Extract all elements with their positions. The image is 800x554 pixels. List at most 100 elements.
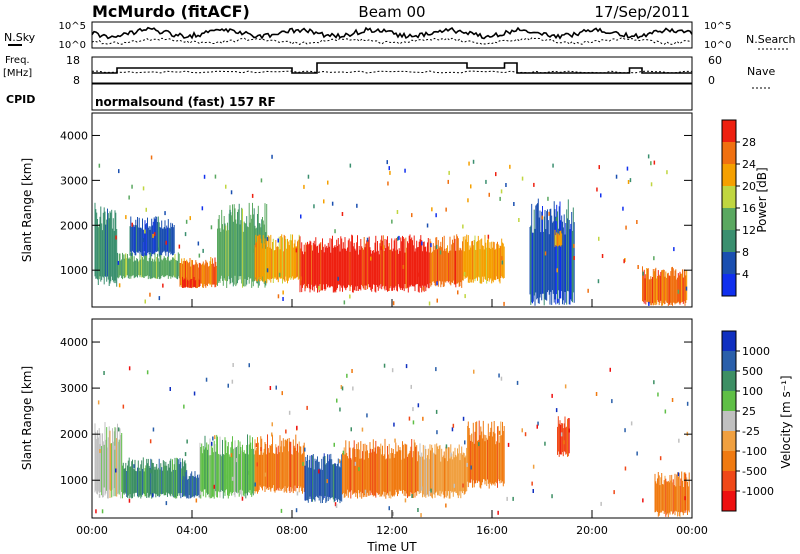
data-cell: [182, 261, 184, 287]
data-cell: [140, 259, 142, 276]
data-speck: [555, 408, 558, 413]
data-cell: [250, 214, 252, 279]
data-speck: [521, 176, 524, 181]
colorbar-tick-label: 4: [742, 268, 749, 281]
data-speck: [420, 486, 423, 491]
data-speck: [650, 161, 652, 166]
data-cell: [213, 440, 215, 499]
data-cell: [273, 453, 275, 492]
data-cell: [410, 446, 412, 493]
data-cell: [321, 458, 323, 497]
data-cell: [380, 443, 382, 497]
data-cell: [347, 456, 348, 490]
data-cell: [356, 443, 358, 494]
data-cell: [232, 221, 234, 287]
data-cell: [177, 458, 178, 497]
data-cell: [337, 463, 338, 502]
y-tick-label: 3000: [60, 382, 88, 395]
data-cell: [136, 225, 138, 252]
data-cell: [661, 270, 663, 306]
data-cell: [312, 455, 313, 502]
data-cell: [232, 204, 233, 283]
data-cell: [432, 447, 433, 499]
data-cell: [137, 467, 138, 497]
colorbar-swatch: [722, 471, 736, 491]
data-cell: [322, 238, 323, 291]
data-cell: [186, 277, 188, 287]
data-cell: [401, 241, 403, 289]
colorbar-tick-label: 24: [742, 158, 756, 171]
data-cell: [557, 228, 559, 291]
data-cell: [442, 250, 444, 287]
data-speck: [564, 384, 567, 389]
colorbar-tick-label: -1000: [742, 485, 774, 498]
data-cell: [662, 270, 663, 306]
data-cell: [188, 262, 190, 284]
data-cell: [495, 248, 497, 280]
data-cell: [262, 248, 263, 277]
data-cell: [237, 445, 238, 494]
data-cell: [146, 223, 148, 256]
data-cell: [491, 241, 493, 284]
data-cell: [416, 240, 418, 285]
y-tick-label: 2000: [60, 219, 88, 232]
data-cell: [496, 441, 498, 484]
data-speck: [629, 178, 632, 183]
data-speck: [366, 413, 368, 418]
data-speck: [342, 450, 345, 455]
data-cell: [240, 220, 242, 277]
data-cell: [557, 426, 558, 455]
data-cell: [464, 457, 466, 494]
data-speck: [300, 214, 302, 219]
power-colorbar-label: Power [dB]: [755, 167, 769, 232]
data-speck: [271, 432, 273, 437]
data-cell: [278, 236, 280, 278]
data-cell: [480, 239, 482, 284]
data-cell: [282, 438, 284, 488]
data-cell: [277, 445, 279, 491]
data-speck: [226, 474, 228, 479]
data-cell: [222, 229, 224, 286]
data-cell: [295, 246, 297, 279]
data-cell: [196, 478, 198, 497]
data-cell: [652, 269, 654, 306]
data-cell: [142, 468, 143, 495]
data-cell: [657, 270, 659, 302]
colorbar-tick-label: 100: [742, 385, 763, 398]
data-cell: [292, 454, 293, 489]
data-speck: [318, 285, 320, 290]
data-cell: [554, 209, 556, 300]
data-speck: [457, 290, 459, 295]
data-cell: [293, 445, 295, 491]
data-cell: [542, 231, 544, 294]
data-cell: [346, 250, 348, 289]
data-cell: [369, 247, 371, 288]
data-cell: [262, 235, 264, 282]
data-cell: [184, 476, 186, 496]
data-cell: [345, 440, 347, 494]
data-cell: [557, 211, 558, 304]
data-cell: [258, 234, 260, 277]
data-speck: [625, 225, 627, 230]
data-speck: [313, 204, 315, 209]
data-speck: [142, 238, 144, 242]
data-cell: [170, 222, 172, 255]
data-cell: [409, 450, 411, 496]
data-cell: [368, 453, 370, 496]
data-cell: [388, 243, 390, 291]
data-cell: [111, 209, 113, 277]
data-speck: [259, 277, 261, 282]
cpid-text: normalsound (fast) 157 RF: [95, 95, 276, 109]
data-cell: [171, 259, 173, 277]
data-speck: [364, 489, 367, 494]
data-cell: [682, 269, 683, 302]
data-speck: [421, 241, 423, 246]
data-cell: [490, 248, 492, 279]
data-cell: [418, 241, 420, 293]
data-cell: [438, 247, 440, 281]
data-cell: [190, 473, 192, 499]
data-cell: [283, 446, 285, 493]
data-cell: [422, 242, 424, 290]
data-cell: [662, 484, 664, 511]
data-cell: [368, 236, 370, 288]
